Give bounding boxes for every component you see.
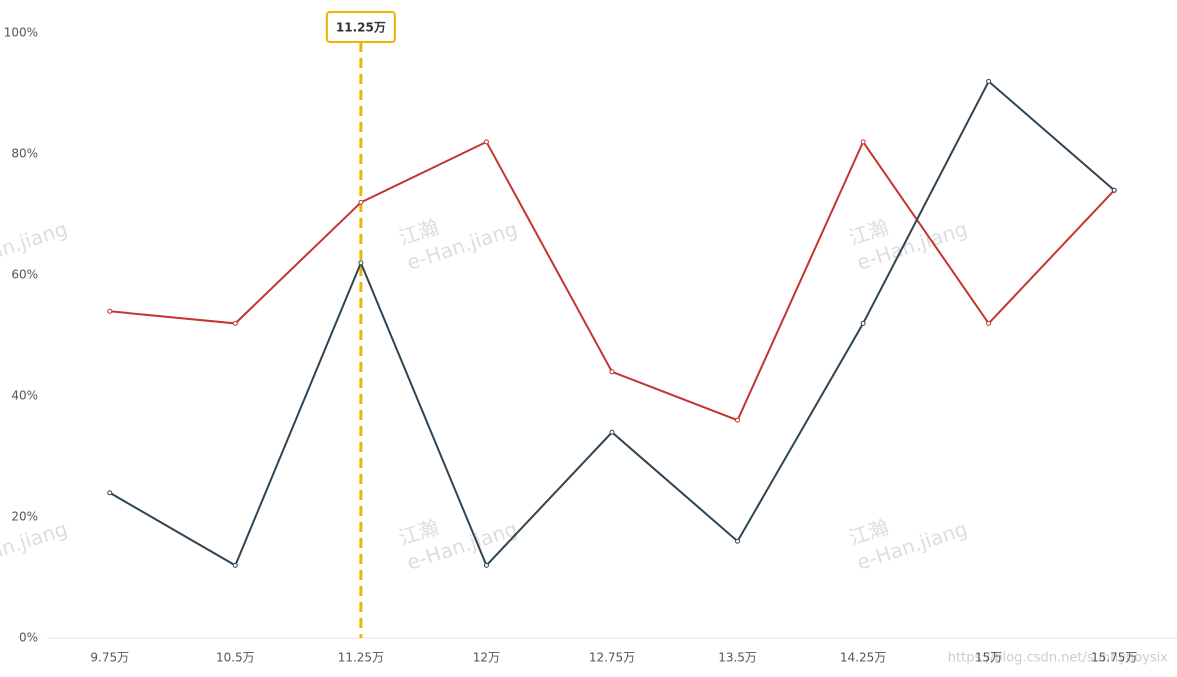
marker-label-box: [325, 11, 396, 43]
point: [735, 417, 741, 423]
watermark: 江瀚e-Han.jiang: [396, 515, 520, 575]
point: [232, 562, 238, 568]
point: [483, 139, 489, 145]
watermark-text: e-Han.jiang: [0, 516, 70, 574]
x-tick-label: 11.25万: [338, 651, 384, 665]
watermarks: 江瀚e-Han.jiang 江瀚e-Han.jiang 江瀚e-Han.jiang 江…: [0, 215, 970, 575]
point: [986, 320, 992, 326]
point: [107, 490, 113, 496]
marker-label: 11.25万: [336, 21, 386, 35]
x-tick-label: 9.75万: [90, 651, 129, 665]
y-tick-label: 40%: [11, 389, 38, 403]
point: [483, 562, 489, 568]
watermark: 江瀚e-Han.jiang: [396, 215, 520, 275]
x-tick-label: 12万: [473, 651, 500, 665]
x-tick-label: 10.5万: [216, 651, 255, 665]
watermark: 江瀚e-Han.jiang: [846, 515, 970, 575]
point: [358, 199, 364, 205]
point: [609, 369, 615, 375]
x-tick-label: 15万: [975, 651, 1002, 665]
point: [860, 139, 866, 145]
series-line: [109, 79, 1115, 568]
series-line: [109, 139, 1115, 422]
point: [107, 308, 113, 314]
x-tick-label: 14.25万: [840, 651, 886, 665]
watermark: 江瀚e-Han.jiang: [846, 215, 970, 275]
y-tick-label: 80%: [11, 147, 38, 161]
point: [609, 429, 615, 435]
x-tick-label: 12.75万: [589, 651, 635, 665]
point: [860, 320, 866, 326]
point: [358, 260, 364, 266]
watermark: 江瀚e-Han.jiang: [0, 516, 70, 574]
x-tick-label: 13.5万: [718, 651, 757, 665]
x-tick-label: 15.75万: [1091, 651, 1137, 665]
point: [1111, 187, 1117, 193]
y-tick-label: 20%: [11, 510, 38, 524]
y-tick-label: 100%: [4, 26, 38, 40]
y-tick-label: 0%: [19, 631, 38, 645]
point: [986, 78, 992, 84]
credit: https://blog.csdn.net/sunnyboysix: [948, 651, 1169, 666]
point: [232, 320, 238, 326]
y-tick-label: 60%: [11, 268, 38, 282]
point: [735, 538, 741, 544]
watermark: 江瀚e-Han.jiang: [0, 216, 70, 274]
watermark-text: e-Han.jiang: [0, 216, 70, 274]
